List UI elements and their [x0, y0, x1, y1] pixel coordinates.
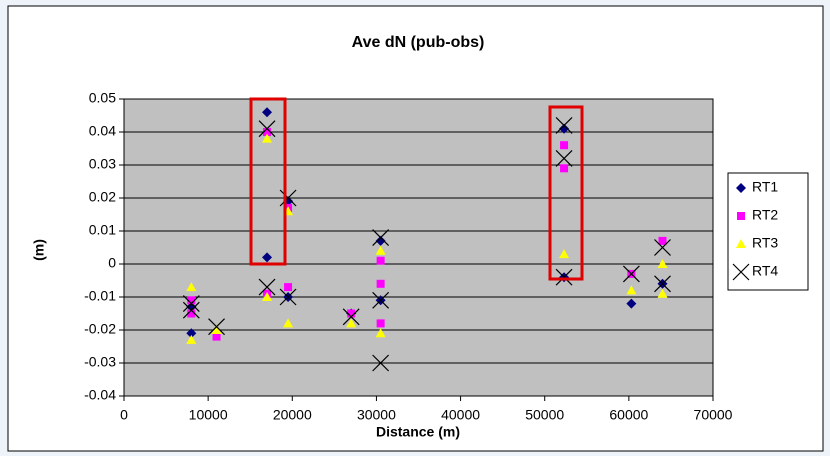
marker	[555, 116, 573, 134]
marker	[186, 334, 197, 344]
marker	[284, 283, 293, 292]
legend-marker	[737, 212, 745, 220]
marker	[372, 229, 390, 247]
x-tick-label: 50000	[525, 407, 564, 423]
y-tick-label: -0.02	[84, 321, 116, 337]
marks	[182, 107, 671, 372]
marker	[626, 285, 637, 295]
legend-label: RT3	[752, 235, 778, 251]
plot-area	[124, 99, 713, 396]
marker	[346, 318, 357, 328]
marker	[186, 301, 197, 312]
y-tick-label: 0.03	[89, 156, 116, 172]
marker	[654, 239, 671, 256]
marker	[186, 328, 197, 339]
marker	[375, 235, 386, 246]
y-tick-label: 0.04	[89, 123, 116, 139]
marker	[376, 319, 385, 328]
y-tick-label: 0.02	[89, 189, 116, 205]
legend-label: RT1	[752, 179, 778, 195]
y-tick-label: 0.01	[89, 222, 116, 238]
marker	[376, 256, 385, 265]
y-tick-label: 0.05	[89, 90, 116, 106]
marker	[372, 291, 390, 309]
y-tick-label: -0.04	[84, 387, 116, 403]
marker	[262, 107, 273, 118]
marker	[262, 133, 273, 143]
marker	[560, 164, 569, 173]
y-tick-label: -0.03	[84, 354, 116, 370]
y-tick-label: -0.01	[84, 288, 116, 304]
legend-marker	[736, 183, 746, 193]
marker	[622, 265, 640, 283]
marker	[375, 328, 386, 338]
marker	[187, 309, 196, 318]
marker	[555, 149, 573, 167]
marker	[658, 236, 667, 245]
x-tick-label: 40000	[441, 407, 480, 423]
x-tick-label: 10000	[189, 407, 228, 423]
marker	[657, 288, 668, 298]
x-tick-label: 30000	[357, 407, 396, 423]
marker	[263, 128, 272, 136]
marker	[347, 309, 356, 318]
marker	[208, 318, 225, 336]
marker	[279, 288, 297, 306]
marker	[186, 282, 197, 292]
legend-marker	[732, 263, 750, 281]
marker	[187, 296, 196, 305]
marker	[262, 252, 273, 263]
marker	[182, 301, 200, 319]
marker	[262, 292, 273, 301]
marker	[258, 278, 276, 296]
marker	[258, 120, 276, 138]
y-axis-label: (m)	[31, 239, 47, 261]
marker	[182, 295, 200, 313]
marker	[560, 141, 569, 150]
marker	[376, 279, 385, 288]
marker	[657, 259, 668, 268]
legend-label: RT4	[752, 263, 778, 279]
marker	[279, 189, 297, 207]
y-tick-label: 0	[108, 255, 116, 271]
plot-border	[123, 98, 714, 397]
x-tick-label: 20000	[273, 407, 312, 423]
marker	[372, 354, 390, 372]
marker	[555, 268, 573, 286]
marker	[342, 308, 360, 326]
highlight-box	[548, 105, 584, 281]
marker	[654, 275, 671, 293]
x-tick-label: 0	[120, 407, 128, 423]
marker	[559, 123, 570, 134]
x-tick-label: 70000	[694, 407, 733, 423]
legend-marker	[736, 239, 746, 248]
marker	[212, 332, 221, 341]
marker	[626, 298, 637, 309]
x-tick-label: 60000	[609, 407, 648, 423]
marker	[211, 325, 222, 334]
legend-label: RT2	[752, 207, 778, 223]
marker	[283, 318, 294, 328]
marker	[559, 249, 570, 259]
chart-title: Ave dN (pub-obs)	[352, 34, 485, 51]
marker	[375, 245, 386, 255]
legend-items: RT1 RT2 RT3 RT4	[732, 179, 778, 281]
highlight-box	[249, 97, 287, 266]
x-axis-label: Distance (m)	[376, 424, 460, 440]
